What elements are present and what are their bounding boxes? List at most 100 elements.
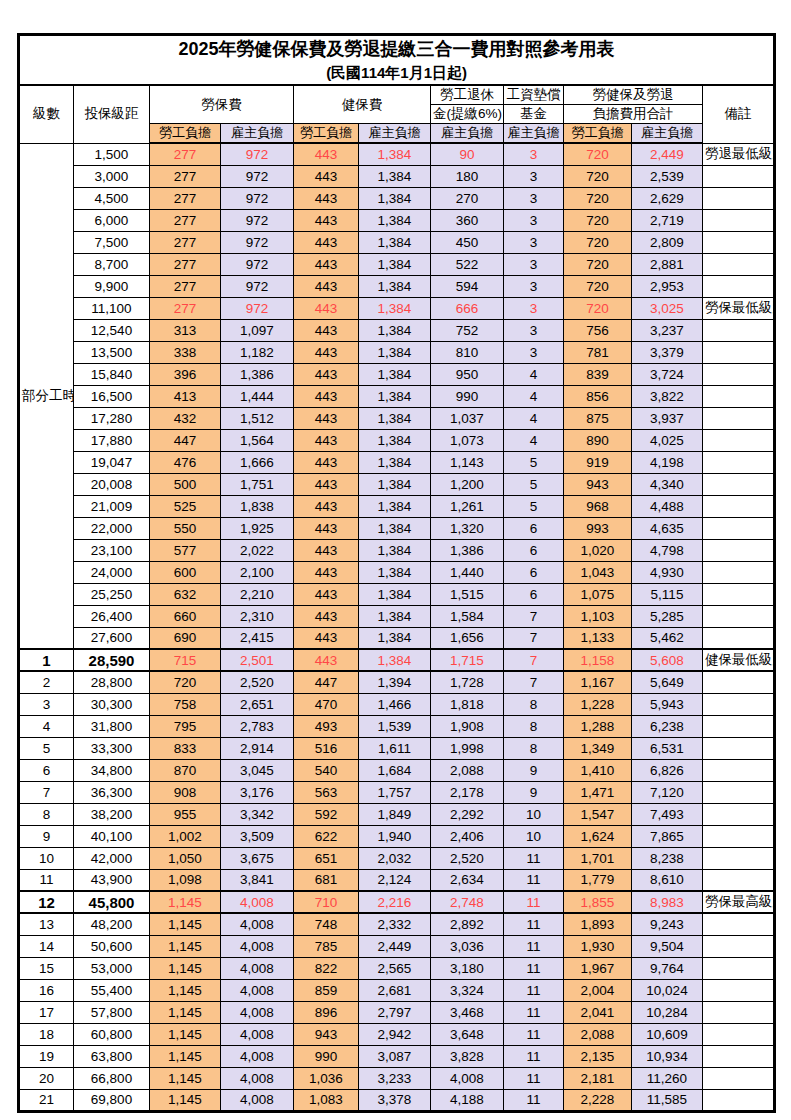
- cell-total-employer: 3,379: [632, 341, 703, 363]
- cell-health-employer: 1,384: [359, 583, 431, 605]
- cell-fund-employer: 3: [504, 231, 564, 253]
- cell-remark: [703, 847, 775, 869]
- cell-health-employer: 1,611: [359, 737, 431, 759]
- cell-health-employer: 1,940: [359, 825, 431, 847]
- cell-labor-employee: 1,145: [150, 1001, 221, 1023]
- cell-labor-employee: 632: [150, 583, 221, 605]
- table-row: 1042,0001,0503,6756512,0322,520111,7018,…: [19, 847, 775, 869]
- table-row: 1143,9001,0983,8416812,1242,634111,7798,…: [19, 869, 775, 891]
- table-row: 15,8403961,3864431,38495048393,724: [19, 363, 775, 385]
- cell-total-employee: 1,158: [564, 649, 632, 671]
- cell-health-employer: 3,233: [359, 1067, 431, 1089]
- cell-remark: [703, 671, 775, 693]
- subheader-total-employee: 勞工負擔: [564, 124, 632, 144]
- cell-fund-employer: 11: [504, 979, 564, 1001]
- cell-health-employer: 1,384: [359, 341, 431, 363]
- cell-labor-employer: 3,841: [221, 869, 294, 891]
- cell-total-employee: 720: [564, 275, 632, 297]
- cell-total-employee: 720: [564, 165, 632, 187]
- table-row: 533,3008332,9145161,6111,99881,3496,531: [19, 737, 775, 759]
- cell-total-employee: 1,701: [564, 847, 632, 869]
- cell-health-employer: 1,384: [359, 165, 431, 187]
- cell-bracket: 20,008: [74, 473, 150, 495]
- cell-total-employee: 943: [564, 473, 632, 495]
- cell-labor-employer: 2,310: [221, 605, 294, 627]
- cell-fund-employer: 11: [504, 1001, 564, 1023]
- cell-bracket: 1,500: [74, 143, 150, 165]
- cell-fund-employer: 6: [504, 539, 564, 561]
- cell-health-employer: 2,332: [359, 913, 431, 935]
- cell-bracket: 22,000: [74, 517, 150, 539]
- table-row: 128,5907152,5014431,3841,71571,1585,608健…: [19, 649, 775, 671]
- cell-health-employer: 2,032: [359, 847, 431, 869]
- header-row-1: 級數 投保級距 勞保費 健保費 勞工退休 工資墊償 勞健保及勞退 備註: [19, 85, 775, 105]
- cell-total-employer: 8,610: [632, 869, 703, 891]
- cell-labor-employee: 870: [150, 759, 221, 781]
- cell-labor-employer: 2,520: [221, 671, 294, 693]
- cell-labor-employer: 972: [221, 275, 294, 297]
- cell-total-employer: 2,953: [632, 275, 703, 297]
- cell-bracket: 9,900: [74, 275, 150, 297]
- cell-labor-employer: 2,783: [221, 715, 294, 737]
- table-row: 21,0095251,8384431,3841,26159684,488: [19, 495, 775, 517]
- cell-labor-employee: 1,145: [150, 1089, 221, 1111]
- cell-health-employee: 443: [294, 649, 359, 671]
- cell-labor-employee: 277: [150, 253, 221, 275]
- cell-labor-employee: 277: [150, 297, 221, 319]
- cell-pension-employer: 2,520: [431, 847, 504, 869]
- col-header-bracket: 投保級距: [74, 85, 150, 143]
- cell-bracket: 38,200: [74, 803, 150, 825]
- cell-total-employee: 720: [564, 231, 632, 253]
- cell-bracket: 53,000: [74, 957, 150, 979]
- cell-level: 7: [19, 781, 74, 803]
- cell-labor-employer: 3,675: [221, 847, 294, 869]
- table-row: 2066,8001,1454,0081,0363,2334,008112,181…: [19, 1067, 775, 1089]
- cell-health-employer: 3,087: [359, 1045, 431, 1067]
- cell-labor-employee: 715: [150, 649, 221, 671]
- cell-total-employer: 11,260: [632, 1067, 703, 1089]
- cell-pension-employer: 3,648: [431, 1023, 504, 1045]
- cell-remark: 健保最低級距: [703, 649, 775, 671]
- cell-pension-employer: 810: [431, 341, 504, 363]
- cell-health-employee: 563: [294, 781, 359, 803]
- cell-pension-employer: 1,998: [431, 737, 504, 759]
- cell-remark: [703, 1089, 775, 1111]
- cell-labor-employer: 4,008: [221, 1089, 294, 1111]
- cell-level: 19: [19, 1045, 74, 1067]
- table-row: 634,8008703,0455401,6842,08891,4106,826: [19, 759, 775, 781]
- cell-fund-employer: 7: [504, 649, 564, 671]
- cell-health-employer: 1,384: [359, 407, 431, 429]
- cell-bracket: 66,800: [74, 1067, 150, 1089]
- cell-total-employer: 8,238: [632, 847, 703, 869]
- cell-labor-employee: 1,145: [150, 1045, 221, 1067]
- cell-fund-employer: 6: [504, 561, 564, 583]
- cell-pension-employer: 2,406: [431, 825, 504, 847]
- cell-fund-employer: 9: [504, 759, 564, 781]
- cell-labor-employee: 1,145: [150, 957, 221, 979]
- cell-labor-employee: 277: [150, 165, 221, 187]
- cell-labor-employer: 4,008: [221, 913, 294, 935]
- cell-labor-employee: 1,145: [150, 913, 221, 935]
- cell-labor-employee: 277: [150, 143, 221, 165]
- page-title: 2025年勞健保保費及勞退提繳三合一費用對照參考用表: [22, 36, 771, 62]
- cell-level: 13: [19, 913, 74, 935]
- cell-bracket: 11,100: [74, 297, 150, 319]
- cell-health-employee: 443: [294, 363, 359, 385]
- cell-health-employer: 1,384: [359, 297, 431, 319]
- cell-remark: [703, 715, 775, 737]
- cell-health-employer: 2,216: [359, 891, 431, 913]
- table-row: 23,1005772,0224431,3841,38661,0204,798: [19, 539, 775, 561]
- table-row: 330,3007582,6514701,4661,81881,2285,943: [19, 693, 775, 715]
- cell-health-employee: 470: [294, 693, 359, 715]
- cell-health-employer: 2,942: [359, 1023, 431, 1045]
- title-row: 2025年勞健保保費及勞退提繳三合一費用對照參考用表 (民國114年1月1日起): [19, 35, 775, 86]
- cell-pension-employer: 1,515: [431, 583, 504, 605]
- cell-total-employer: 5,608: [632, 649, 703, 671]
- table-row: 9,9002779724431,38459437202,953: [19, 275, 775, 297]
- cell-labor-employee: 577: [150, 539, 221, 561]
- cell-remark: [703, 1023, 775, 1045]
- cell-level: 3: [19, 693, 74, 715]
- cell-level: 21: [19, 1089, 74, 1111]
- cell-remark: [703, 957, 775, 979]
- table-row: 838,2009553,3425921,8492,292101,5477,493: [19, 803, 775, 825]
